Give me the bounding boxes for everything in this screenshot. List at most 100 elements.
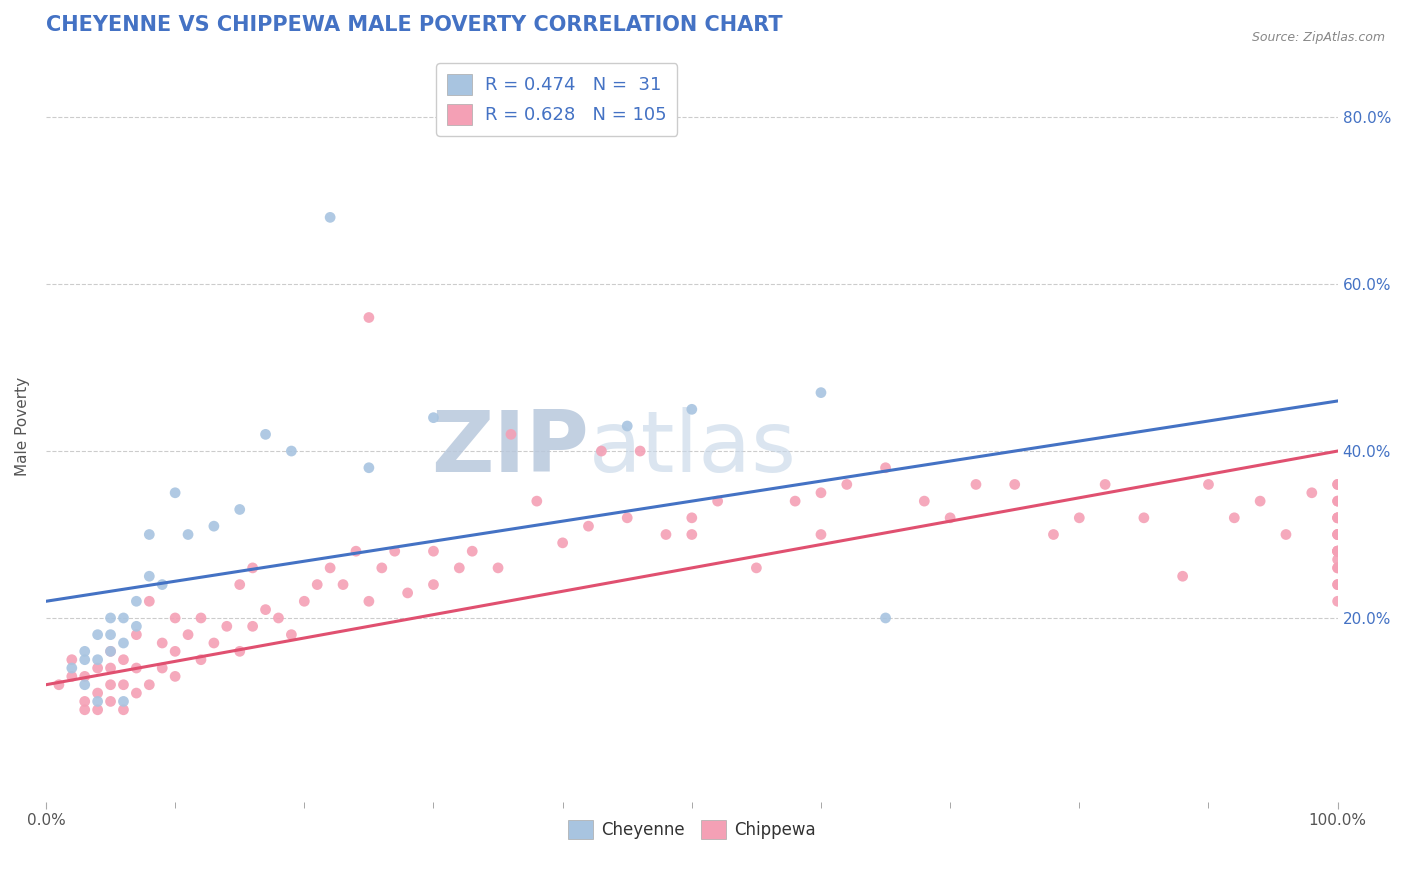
Point xyxy=(1326,494,1348,508)
Point xyxy=(150,577,173,591)
Text: atlas: atlas xyxy=(589,407,796,490)
Point xyxy=(73,669,96,683)
Point xyxy=(371,561,394,575)
Point xyxy=(384,544,406,558)
Point xyxy=(125,594,148,608)
Point xyxy=(228,644,250,658)
Point xyxy=(628,444,651,458)
Point xyxy=(112,653,135,667)
Point xyxy=(939,511,962,525)
Point xyxy=(1326,577,1348,591)
Point xyxy=(1069,511,1091,525)
Point xyxy=(681,511,703,525)
Point xyxy=(1326,527,1348,541)
Point xyxy=(242,619,264,633)
Point xyxy=(1326,511,1348,525)
Point xyxy=(86,686,108,700)
Point xyxy=(499,427,522,442)
Point xyxy=(242,561,264,575)
Point xyxy=(745,561,768,575)
Point xyxy=(1326,561,1348,575)
Point xyxy=(681,402,703,417)
Point xyxy=(60,653,83,667)
Point xyxy=(202,636,225,650)
Point xyxy=(332,577,354,591)
Point xyxy=(125,627,148,641)
Point xyxy=(86,694,108,708)
Point xyxy=(190,653,212,667)
Point xyxy=(578,519,600,533)
Point xyxy=(1326,544,1348,558)
Point xyxy=(1301,485,1323,500)
Text: CHEYENNE VS CHIPPEWA MALE POVERTY CORRELATION CHART: CHEYENNE VS CHIPPEWA MALE POVERTY CORREL… xyxy=(46,15,783,35)
Point xyxy=(1171,569,1194,583)
Point xyxy=(319,561,342,575)
Point xyxy=(616,511,638,525)
Point xyxy=(357,594,380,608)
Point xyxy=(100,627,122,641)
Point xyxy=(1326,577,1348,591)
Point xyxy=(422,577,444,591)
Point xyxy=(125,661,148,675)
Point xyxy=(150,636,173,650)
Point xyxy=(215,619,238,633)
Point xyxy=(357,460,380,475)
Point xyxy=(810,385,832,400)
Point xyxy=(1326,477,1348,491)
Point xyxy=(681,527,703,541)
Point xyxy=(1198,477,1220,491)
Point xyxy=(292,594,315,608)
Point xyxy=(875,611,897,625)
Point xyxy=(1326,511,1348,525)
Point xyxy=(1326,594,1348,608)
Point xyxy=(357,310,380,325)
Point xyxy=(449,561,471,575)
Point xyxy=(1042,527,1064,541)
Point xyxy=(1094,477,1116,491)
Point xyxy=(1275,527,1298,541)
Point xyxy=(177,627,200,641)
Point xyxy=(1326,477,1348,491)
Point xyxy=(112,611,135,625)
Point xyxy=(125,686,148,700)
Point xyxy=(100,644,122,658)
Point xyxy=(1004,477,1026,491)
Point xyxy=(486,561,509,575)
Point xyxy=(1326,544,1348,558)
Point xyxy=(422,544,444,558)
Point xyxy=(150,661,173,675)
Point xyxy=(73,694,96,708)
Point xyxy=(706,494,728,508)
Point xyxy=(965,477,987,491)
Point xyxy=(112,678,135,692)
Point xyxy=(112,703,135,717)
Point xyxy=(422,410,444,425)
Point xyxy=(267,611,290,625)
Point xyxy=(655,527,678,541)
Point xyxy=(138,569,160,583)
Point xyxy=(1326,544,1348,558)
Point xyxy=(1326,552,1348,566)
Y-axis label: Male Poverty: Male Poverty xyxy=(15,376,30,475)
Point xyxy=(616,419,638,434)
Point xyxy=(228,502,250,516)
Point xyxy=(177,527,200,541)
Point xyxy=(280,444,302,458)
Point xyxy=(60,669,83,683)
Point xyxy=(1326,511,1348,525)
Point xyxy=(591,444,613,458)
Point xyxy=(165,611,187,625)
Point xyxy=(1133,511,1156,525)
Point xyxy=(60,661,83,675)
Point xyxy=(138,527,160,541)
Point xyxy=(165,644,187,658)
Point xyxy=(280,627,302,641)
Point xyxy=(86,627,108,641)
Point xyxy=(912,494,935,508)
Point xyxy=(112,636,135,650)
Point xyxy=(810,527,832,541)
Point xyxy=(875,460,897,475)
Point xyxy=(112,694,135,708)
Legend: Cheyenne, Chippewa: Cheyenne, Chippewa xyxy=(561,814,823,846)
Point xyxy=(307,577,329,591)
